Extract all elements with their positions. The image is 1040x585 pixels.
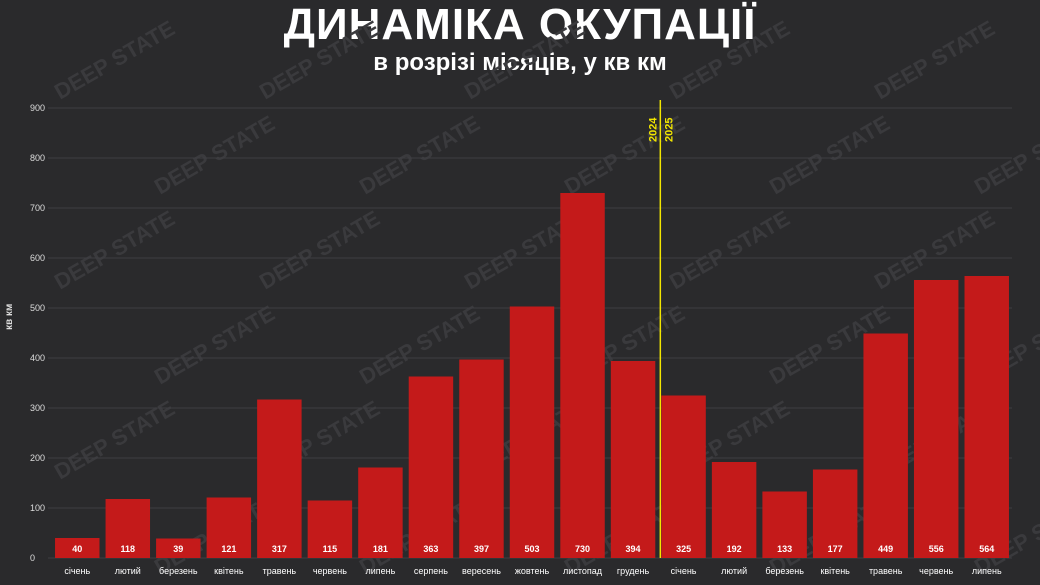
bar	[206, 497, 252, 558]
y-tick-label: 200	[30, 453, 45, 463]
bar	[863, 333, 908, 558]
bar-value-label: 181	[373, 544, 388, 554]
chart-title: ДИНАМІКА ОКУПАЦІЇ	[283, 0, 757, 49]
bar-value-label: 503	[524, 544, 539, 554]
x-tick-label: лютий	[721, 566, 747, 576]
bar-value-label: 133	[777, 544, 792, 554]
x-tick-label: липень	[972, 566, 1002, 576]
bar	[408, 376, 454, 558]
x-tick-label: лютий	[115, 566, 141, 576]
bar	[55, 538, 100, 558]
bar-value-label: 192	[727, 544, 742, 554]
bar-value-label: 363	[423, 544, 438, 554]
bar	[509, 306, 555, 558]
bar	[964, 276, 1009, 558]
bar-value-label: 317	[272, 544, 287, 554]
bar-value-label: 115	[323, 544, 338, 554]
bar	[762, 491, 807, 558]
bar	[610, 361, 656, 558]
bar	[358, 467, 403, 558]
x-tick-label: листопад	[563, 566, 603, 576]
x-tick-label: серпень	[414, 566, 448, 576]
watermark-text: DEEP STATE	[665, 15, 794, 104]
bar-value-label: 118	[121, 544, 136, 554]
bar	[459, 359, 504, 558]
watermark-text: DEEP STATE	[50, 395, 179, 484]
bar	[560, 193, 605, 558]
watermark-text: DEEP STATE	[970, 110, 1040, 199]
bar-value-label: 556	[929, 544, 944, 554]
x-tick-label: березень	[765, 566, 804, 576]
x-tick-label: червень	[919, 566, 953, 576]
chart-subtitle: в розрізі місяців, у кв км	[373, 49, 667, 76]
bar-value-label: 40	[72, 544, 82, 554]
bar	[257, 399, 302, 558]
y-tick-label: 400	[30, 353, 45, 363]
watermark-text: DEEP STATE	[50, 15, 179, 104]
y-tick-label: 100	[30, 503, 45, 513]
x-tick-label: березень	[159, 566, 198, 576]
y-tick-label: 700	[30, 203, 45, 213]
year-label-right: 2025	[663, 118, 675, 142]
y-tick-label: 900	[30, 103, 45, 113]
bar	[711, 462, 757, 558]
bar	[913, 280, 959, 558]
watermark-text: DEEP STATE	[50, 205, 179, 294]
bar-value-label: 394	[626, 544, 641, 554]
year-label-left: 2024	[647, 117, 659, 142]
bar	[156, 538, 201, 558]
y-tick-label: 800	[30, 153, 45, 163]
x-tick-label: жовтень	[515, 566, 550, 576]
watermark-text: DEEP STATE	[870, 15, 999, 104]
bar-value-label: 564	[979, 544, 994, 554]
x-tick-label: грудень	[617, 566, 650, 576]
watermark-text: DEEP STATE	[255, 15, 384, 104]
watermark-text: DEEP STATE	[460, 15, 589, 104]
watermark-text: DEEP STATE	[765, 110, 894, 199]
bar-value-label: 39	[173, 544, 183, 554]
bar-value-label: 121	[221, 544, 236, 554]
x-tick-label: червень	[313, 566, 347, 576]
bar-value-label: 397	[474, 544, 489, 554]
bar-value-label: 449	[878, 544, 893, 554]
bar	[661, 395, 706, 558]
x-tick-label: травень	[263, 566, 297, 576]
x-tick-label: травень	[869, 566, 903, 576]
watermark-text: DEEP STATE	[150, 110, 279, 199]
watermark-text: DEEP STATE	[665, 205, 794, 294]
watermark-text: DEEP STATE	[355, 110, 484, 199]
x-tick-label: квітень	[820, 566, 850, 576]
watermark-text: DEEP STATE	[255, 205, 384, 294]
x-tick-label: липень	[366, 566, 396, 576]
bar	[812, 469, 858, 558]
bar-value-label: 325	[676, 544, 691, 554]
x-tick-label: вересень	[462, 566, 501, 576]
y-tick-label: 0	[30, 553, 35, 563]
y-tick-label: 500	[30, 303, 45, 313]
bar-value-label: 730	[575, 544, 590, 554]
x-tick-label: січень	[64, 566, 90, 576]
bar	[105, 499, 151, 558]
watermark-text: DEEP STATE	[150, 300, 279, 389]
bar-value-label: 177	[828, 544, 843, 554]
y-tick-label: 600	[30, 253, 45, 263]
x-tick-label: січень	[671, 566, 697, 576]
x-tick-label: квітень	[214, 566, 244, 576]
y-tick-label: 300	[30, 403, 45, 413]
bar	[307, 500, 353, 558]
